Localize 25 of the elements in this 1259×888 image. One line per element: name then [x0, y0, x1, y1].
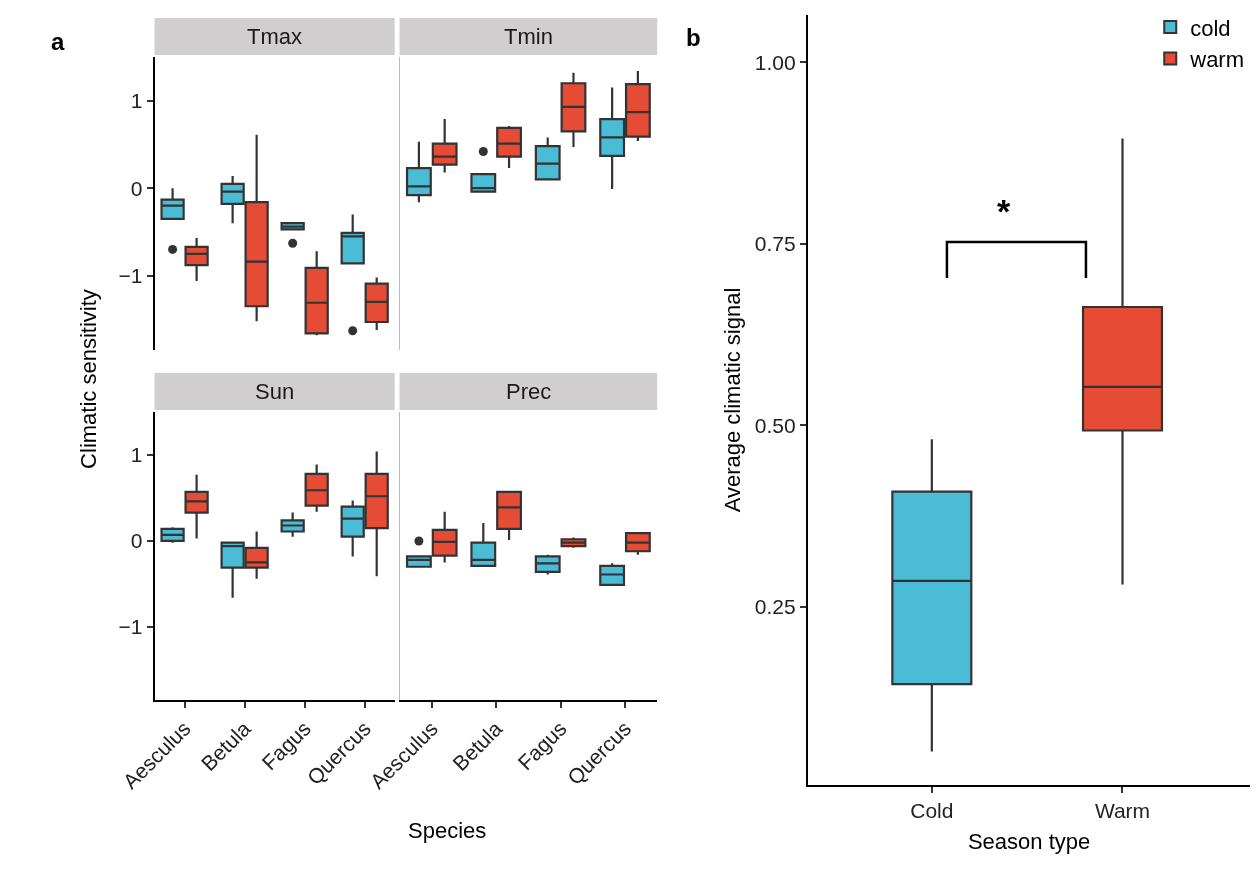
- y-tick-label: −1: [118, 615, 143, 639]
- text: b: [686, 24, 701, 51]
- x-tick-label: Warm: [1094, 799, 1151, 823]
- x-axis-title: Species: [408, 818, 487, 843]
- y-tick-label: 0: [130, 176, 143, 200]
- chart-title: Tmin: [504, 24, 553, 49]
- x-axis-title: Season type: [967, 828, 1091, 854]
- chart-title: Tmax: [247, 24, 302, 49]
- y-tick-label: 1.00: [754, 50, 796, 74]
- legend-label: cold: [1190, 15, 1231, 41]
- y-tick-label: 1: [130, 89, 143, 113]
- y-axis-title: Climatic sensitivity: [75, 289, 101, 469]
- y-tick-label: −1: [118, 264, 143, 288]
- annotation: *: [997, 192, 1011, 230]
- text: a: [51, 28, 65, 55]
- legend-label: warm: [1189, 47, 1245, 73]
- y-tick-label: 0.75: [754, 232, 796, 256]
- x-tick-label: Cold: [910, 799, 954, 823]
- y-axis-title: Average climatic signal: [720, 287, 746, 513]
- y-tick-label: 1: [130, 443, 143, 467]
- chart-title: Prec: [506, 379, 552, 404]
- y-tick-label: 0: [130, 529, 143, 553]
- y-tick-label: 0.50: [754, 413, 796, 437]
- y-tick-label: 0.25: [754, 595, 796, 619]
- chart-title: Sun: [255, 379, 295, 404]
